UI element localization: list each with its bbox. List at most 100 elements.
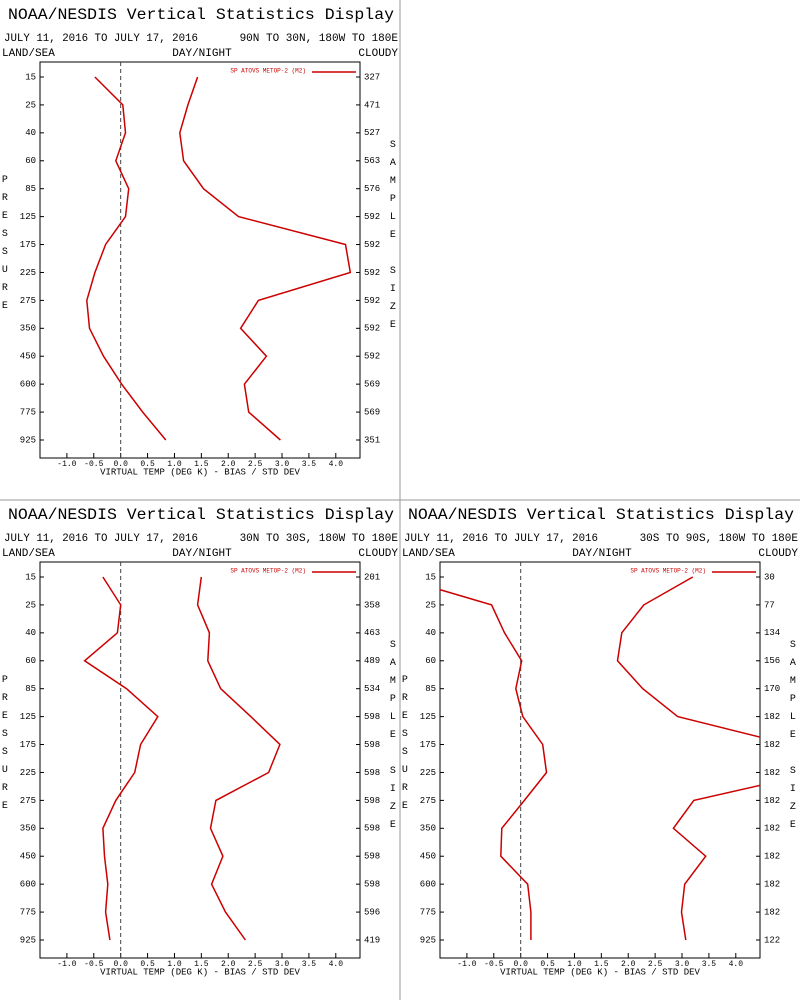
sample-size-label: 598 — [364, 768, 380, 778]
x-tick-label: 3.0 — [275, 460, 290, 469]
pressure-label: 15 — [25, 72, 36, 82]
x-axis-label: VIRTUAL TEMP (DEG K) - BIAS / STD DEV — [100, 467, 300, 477]
header: CLOUDY — [358, 48, 398, 60]
panel-title: NOAA/NESDIS Vertical Statistics Display — [8, 6, 394, 24]
x-tick-label: 3.5 — [302, 960, 317, 969]
sample-size-label: 471 — [364, 100, 380, 110]
sample-size-label: 592 — [364, 240, 380, 250]
series-line — [86, 76, 167, 441]
panel: NOAA/NESDIS Vertical Statistics Display J… — [0, 6, 398, 477]
sample-size-label: 592 — [364, 268, 380, 278]
x-tick-label: 0.0 — [113, 460, 128, 469]
y-axis-label: PRESSURE — [0, 675, 10, 819]
x-tick-label: 0.0 — [513, 960, 528, 969]
plot-frame — [39, 61, 361, 459]
pressure-label: 275 — [20, 796, 36, 806]
pressure-label: 600 — [20, 880, 36, 890]
sample-size-label: 122 — [764, 935, 780, 945]
y2-axis-label: SAMPLE SIZE — [387, 640, 398, 838]
pressure-label: 60 — [25, 156, 36, 166]
pressure-label: 85 — [25, 684, 36, 694]
sample-size-label: 463 — [364, 628, 380, 638]
x-tick-label: 0.5 — [540, 960, 555, 969]
pressure-label: 175 — [420, 740, 436, 750]
header: CLOUDY — [358, 548, 398, 560]
sample-size-label: 182 — [764, 907, 780, 917]
sample-size-label: 489 — [364, 656, 380, 666]
x-tick-label: 3.5 — [302, 460, 317, 469]
sample-size-label: 156 — [764, 656, 780, 666]
plot-frame — [439, 561, 761, 959]
x-tick-label: 2.0 — [221, 460, 236, 469]
plot-frame — [39, 561, 361, 959]
sample-size-label: 576 — [364, 184, 380, 194]
panel: NOAA/NESDIS Vertical Statistics Display J… — [0, 506, 398, 977]
pressure-label: 775 — [420, 907, 436, 917]
sample-size-label: 358 — [364, 600, 380, 610]
pressure-label: 125 — [20, 212, 36, 222]
region: 30N TO 30S, 180W TO 180E — [240, 533, 399, 545]
x-tick-label: 1.0 — [167, 460, 182, 469]
pressure-label: 225 — [420, 768, 436, 778]
pressure-label: 925 — [20, 435, 36, 445]
series-line — [440, 588, 548, 940]
sample-size-label: 351 — [364, 435, 380, 445]
x-tick-label: 1.5 — [194, 460, 209, 469]
pressure-label: 225 — [20, 768, 36, 778]
x-axis-label: VIRTUAL TEMP (DEG K) - BIAS / STD DEV — [500, 967, 700, 977]
series-line — [83, 576, 159, 941]
sample-size-label: 598 — [364, 880, 380, 890]
x-tick-label: 1.5 — [594, 960, 609, 969]
pressure-label: 450 — [420, 852, 436, 862]
sample-size-label: 419 — [364, 935, 380, 945]
pressure-label: 15 — [425, 572, 436, 582]
sample-size-label: 182 — [764, 880, 780, 890]
pressure-label: 60 — [25, 656, 36, 666]
sample-size-label: 182 — [764, 712, 780, 722]
pressure-label: 350 — [20, 824, 36, 834]
header: DAY/NIGHT — [172, 548, 232, 560]
pressure-label: 225 — [20, 268, 36, 278]
x-tick-label: -0.5 — [84, 460, 103, 469]
x-tick-label: 1.5 — [194, 960, 209, 969]
legend-label: SP ATOVS METOP-2 (M2) — [630, 568, 706, 575]
header: LAND/SEA — [2, 548, 55, 560]
series-line — [616, 576, 760, 941]
y-axis-label: PRESSURE — [399, 675, 410, 819]
pressure-label: 600 — [20, 380, 36, 390]
pressure-label: 25 — [25, 100, 36, 110]
pressure-label: 125 — [420, 712, 436, 722]
x-tick-label: 4.0 — [729, 960, 744, 969]
series-line — [196, 576, 281, 941]
pressure-label: 450 — [20, 852, 36, 862]
sample-size-label: 598 — [364, 740, 380, 750]
header: LAND/SEA — [402, 548, 455, 560]
x-tick-label: -0.5 — [484, 960, 503, 969]
x-tick-label: 3.5 — [702, 960, 717, 969]
pressure-label: 275 — [20, 296, 36, 306]
sample-size-label: 596 — [364, 907, 380, 917]
region: 30S TO 90S, 180W TO 180E — [640, 533, 799, 545]
sample-size-label: 201 — [364, 572, 380, 582]
x-axis-label: VIRTUAL TEMP (DEG K) - BIAS / STD DEV — [100, 967, 300, 977]
sample-size-label: 598 — [364, 796, 380, 806]
sample-size-label: 527 — [364, 128, 380, 138]
pressure-label: 40 — [25, 128, 36, 138]
sample-size-label: 327 — [364, 72, 380, 82]
pressure-label: 25 — [25, 600, 36, 610]
pressure-label: 85 — [25, 184, 36, 194]
date-range: JULY 11, 2016 TO JULY 17, 2016 — [4, 533, 198, 545]
sample-size-label: 30 — [764, 572, 775, 582]
x-tick-label: 3.0 — [275, 960, 290, 969]
x-tick-label: 2.5 — [248, 460, 263, 469]
x-tick-label: 3.0 — [675, 960, 690, 969]
sample-size-label: 534 — [364, 684, 380, 694]
pressure-label: 775 — [20, 407, 36, 417]
sample-size-label: 182 — [764, 824, 780, 834]
pressure-label: 775 — [20, 907, 36, 917]
y2-axis-label: SAMPLE SIZE — [387, 140, 398, 338]
x-tick-label: -1.0 — [457, 960, 476, 969]
sample-size-label: 569 — [364, 380, 380, 390]
